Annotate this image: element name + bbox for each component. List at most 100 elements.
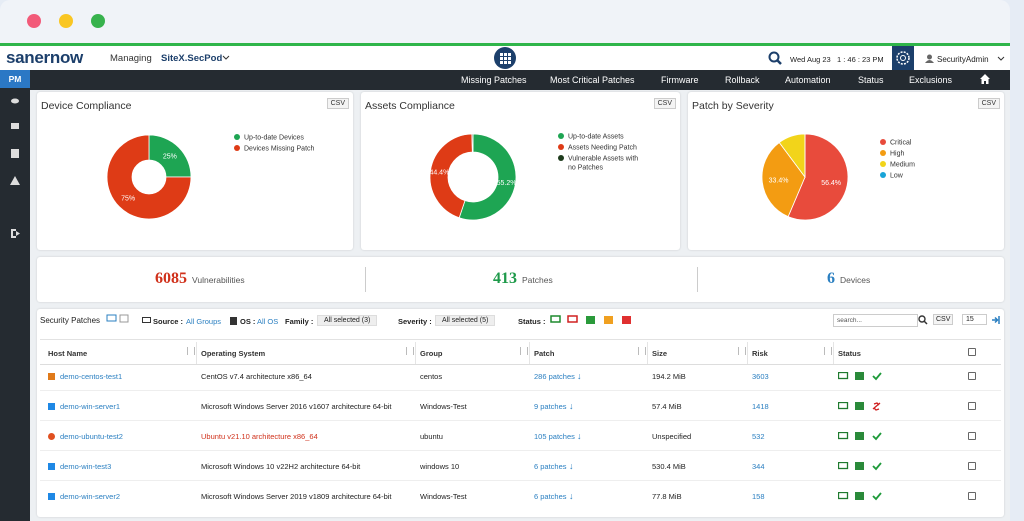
row-checkbox[interactable] <box>968 432 976 440</box>
sort-icon[interactable] <box>738 347 746 355</box>
view-toggle[interactable] <box>106 314 130 324</box>
nav-item[interactable]: Firmware <box>661 75 699 85</box>
settings-button[interactable] <box>892 46 914 70</box>
nav-item[interactable]: Automation <box>785 75 831 85</box>
legend-label[interactable]: Low <box>890 173 904 180</box>
nav-item[interactable]: Exclusions <box>909 75 953 85</box>
size: 194.2 MiB <box>652 372 686 381</box>
monitor-icon[interactable] <box>11 123 19 129</box>
sort-icon[interactable] <box>638 347 646 355</box>
sort-icon[interactable] <box>187 347 195 355</box>
column-header[interactable]: Host Name <box>48 349 88 358</box>
status-filters[interactable] <box>550 315 634 325</box>
patch-link[interactable]: 286 patches <box>534 372 575 381</box>
family-select[interactable]: All selected (3) <box>317 315 378 326</box>
pie-slice[interactable] <box>429 133 473 219</box>
column-header[interactable]: Risk <box>752 349 768 358</box>
patch-link[interactable]: 6 patches <box>534 492 567 501</box>
search-button[interactable] <box>918 315 928 325</box>
csv-button[interactable]: CSV <box>977 98 1000 109</box>
risk-score[interactable]: 3603 <box>752 372 769 381</box>
logo[interactable]: sanernow <box>6 48 83 67</box>
risk-score[interactable]: 1418 <box>752 402 769 411</box>
column-header[interactable]: Patch <box>534 349 555 358</box>
sort-icon[interactable] <box>824 347 832 355</box>
host-name[interactable]: demo-centos-test1 <box>60 372 123 381</box>
legend-swatch[interactable] <box>558 144 564 150</box>
patch-link[interactable]: 105 patches <box>534 432 575 441</box>
row-checkbox[interactable] <box>968 402 976 410</box>
legend-swatch[interactable] <box>558 133 564 139</box>
search-icon[interactable] <box>768 51 782 65</box>
pie-slice[interactable] <box>787 133 849 221</box>
row-checkbox[interactable] <box>968 372 976 380</box>
header-checkbox[interactable] <box>968 348 976 356</box>
maximize-dot[interactable] <box>91 14 105 28</box>
site-caret[interactable] <box>222 54 230 62</box>
csv-button[interactable]: CSV <box>326 98 349 109</box>
risk-score[interactable]: 158 <box>752 492 765 501</box>
legend-swatch[interactable] <box>234 145 240 151</box>
os-value[interactable]: All OS <box>257 317 279 326</box>
host-name[interactable]: demo-win-test3 <box>60 462 112 471</box>
sort-icon[interactable] <box>520 347 528 355</box>
legend-label[interactable]: Up-to-date Devices <box>244 135 304 142</box>
legend-label[interactable]: Assets Needing Patch <box>568 145 637 152</box>
site-name[interactable]: SiteX.SecPod <box>161 53 223 64</box>
row-checkbox[interactable] <box>968 462 976 470</box>
nav-item[interactable]: Most Critical Patches <box>550 75 635 85</box>
patch-link[interactable]: 6 patches <box>534 462 567 471</box>
user-name[interactable]: SecurityAdmin <box>937 55 989 64</box>
column-header[interactable]: Operating System <box>201 349 266 358</box>
alert-icon[interactable] <box>10 176 20 185</box>
nav-item[interactable]: Status <box>858 75 884 85</box>
pie-slice[interactable] <box>471 133 474 153</box>
column-header[interactable]: Status <box>838 349 861 358</box>
host-name[interactable]: demo-ubuntu-test2 <box>60 432 123 441</box>
sort-icon[interactable] <box>406 347 414 355</box>
module-tab[interactable]: PM <box>0 70 30 88</box>
minimize-dot[interactable] <box>59 14 73 28</box>
nav-item[interactable]: Missing Patches <box>461 75 527 85</box>
column-header[interactable]: Size <box>652 349 668 358</box>
legend-label[interactable]: Up-to-date Assets <box>568 134 624 141</box>
eye-icon[interactable] <box>11 98 19 104</box>
source-value[interactable]: All Groups <box>186 317 222 326</box>
risk-score[interactable]: 344 <box>752 462 765 471</box>
nav-item[interactable]: Rollback <box>725 75 760 85</box>
legend-label[interactable]: Medium <box>890 162 915 169</box>
legend-label[interactable]: High <box>890 151 905 158</box>
search-input[interactable]: search... <box>833 314 918 327</box>
export-button[interactable] <box>991 315 1001 325</box>
report-icon[interactable] <box>11 149 19 158</box>
apps-button[interactable] <box>494 47 516 69</box>
pie-slice[interactable] <box>761 141 806 218</box>
pie-slice[interactable] <box>458 133 517 221</box>
severity-select[interactable]: All selected (5) <box>435 315 496 326</box>
host-name[interactable]: demo-win-server2 <box>60 492 121 501</box>
host-name[interactable]: demo-win-server1 <box>60 402 121 411</box>
os-icon <box>48 493 55 500</box>
pie-slice[interactable] <box>106 134 192 220</box>
patch-link[interactable]: 9 patches <box>534 402 567 411</box>
legend-swatch[interactable] <box>880 172 886 178</box>
close-dot[interactable] <box>27 14 41 28</box>
table-csv-button[interactable]: CSV <box>933 314 954 325</box>
risk-score[interactable]: 532 <box>752 432 765 441</box>
legend-swatch[interactable] <box>234 134 240 140</box>
page-size-select[interactable]: 15 <box>962 314 987 325</box>
legend-label[interactable]: Critical <box>890 140 912 147</box>
csv-button[interactable]: CSV <box>653 98 676 109</box>
row-checkbox[interactable] <box>968 492 976 500</box>
column-header[interactable]: Group <box>420 349 443 358</box>
legend-swatch[interactable] <box>558 155 564 161</box>
legend-swatch[interactable] <box>880 150 886 156</box>
legend-swatch[interactable] <box>880 139 886 145</box>
home-icon[interactable] <box>979 73 991 85</box>
legend-label[interactable]: Devices Missing Patch <box>244 146 315 153</box>
logout-icon[interactable] <box>11 229 20 238</box>
legend-label[interactable]: Vulnerable Assets with no Patches <box>568 156 638 172</box>
pie-slice[interactable] <box>148 134 192 178</box>
user-caret[interactable] <box>997 55 1005 63</box>
legend-swatch[interactable] <box>880 161 886 167</box>
